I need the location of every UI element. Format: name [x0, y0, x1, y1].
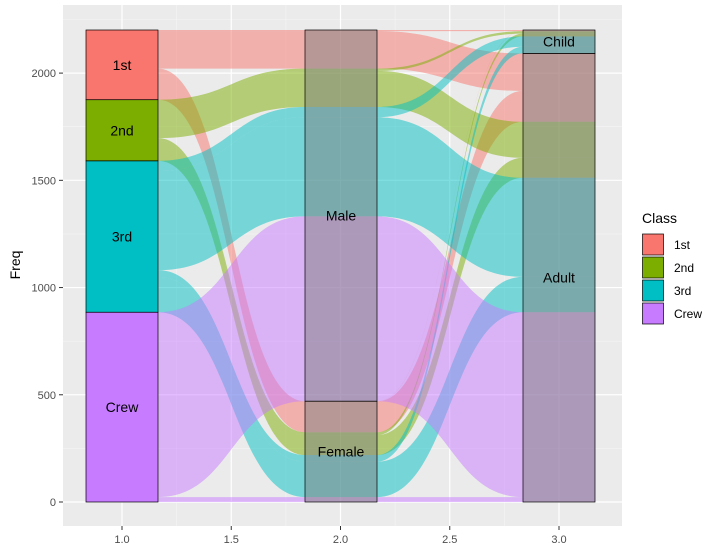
- flow-ribbon: [158, 68, 305, 103]
- stratum-label: Adult: [543, 270, 575, 286]
- y-tick-label: 2000: [32, 68, 56, 80]
- stratum-box: [304, 29, 378, 402]
- flow-ribbon: [377, 497, 523, 502]
- legend-label: 1st: [674, 238, 691, 252]
- y-axis-title: Freq: [7, 251, 23, 280]
- flow-ribbon: [158, 117, 305, 271]
- x-tick-label: 1.0: [114, 534, 129, 546]
- stratum-box: [85, 311, 159, 503]
- x-tick-label: 1.5: [224, 534, 239, 546]
- flow-ribbon: [377, 30, 523, 32]
- stratum-layer: [85, 29, 596, 503]
- stratum-box: [522, 53, 596, 503]
- stratum-label: 1st: [113, 57, 132, 73]
- y-tick-label: 1500: [32, 175, 56, 187]
- x-tick-label: 2.0: [333, 534, 348, 546]
- flow-ribbon: [377, 46, 523, 462]
- flow-ribbon: [158, 497, 305, 502]
- flow-ribbon: [158, 68, 305, 433]
- stratum-box: [304, 400, 378, 503]
- stratum-box: [522, 29, 596, 54]
- flow-ribbon: [377, 216, 523, 498]
- flow-ribbon: [377, 36, 523, 118]
- flow-ribbon: [158, 31, 305, 69]
- legend-key: [642, 233, 664, 256]
- legend: Class 1st 2nd 3rd Crew: [642, 210, 702, 325]
- flow-ribbon: [377, 90, 523, 433]
- stratum-label: 2nd: [110, 122, 133, 138]
- legend-label: 3rd: [674, 284, 691, 298]
- y-tick-label: 0: [50, 497, 56, 509]
- legend-key: [642, 302, 664, 325]
- x-tick-label: 3.0: [551, 534, 566, 546]
- legend-key: [642, 256, 664, 279]
- stratum-label: Child: [543, 34, 575, 50]
- legend-title: Class: [642, 210, 677, 226]
- stratum-label: Crew: [106, 399, 140, 415]
- y-axis: 0 500 1000 1500 2000: [32, 68, 63, 509]
- flow-ribbon: [158, 106, 305, 172]
- legend-key: [642, 279, 664, 302]
- flow-ribbon: [158, 70, 305, 139]
- flow-ribbon: [158, 30, 305, 32]
- stratum-box: [85, 99, 159, 162]
- y-tick-label: 1000: [32, 283, 56, 295]
- flow-ribbon: [158, 216, 305, 498]
- y-tick-label: 500: [38, 390, 56, 402]
- x-tick-label: 2.5: [442, 534, 457, 546]
- stratum-label: 3rd: [112, 229, 132, 245]
- x-axis: 1.0 1.5 2.0 2.5 3.0: [114, 526, 567, 546]
- legend-label: 2nd: [674, 261, 694, 275]
- flow-ribbon: [377, 70, 523, 158]
- legend-label: Crew: [674, 307, 702, 321]
- flow-ribbon: [377, 31, 523, 71]
- stratum-label: Male: [326, 208, 357, 224]
- stratum-box: [85, 29, 159, 101]
- flow-ribbon: [377, 117, 523, 277]
- stratum-label: Female: [318, 444, 365, 460]
- stratum-label-layer: Crew 3rd 2nd 1st Female Male Adult Child: [106, 34, 575, 460]
